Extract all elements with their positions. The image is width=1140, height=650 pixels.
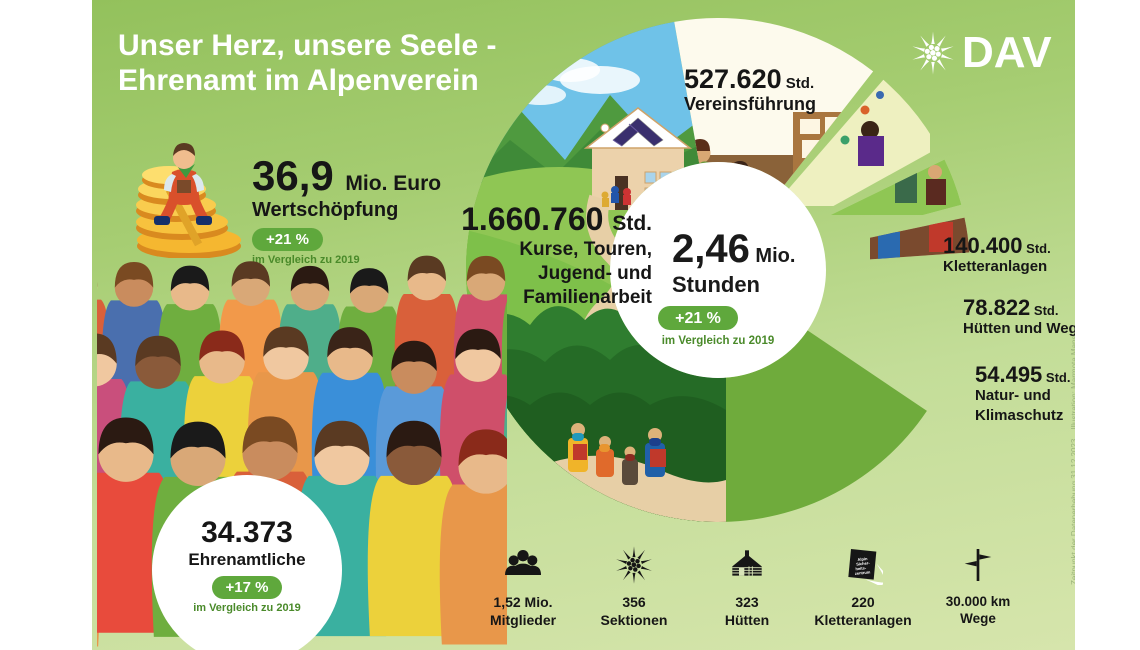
- svg-text:Hütten und Wege: Hütten und Wege: [963, 320, 1075, 337]
- svg-text:+21 %: +21 %: [675, 310, 721, 327]
- svg-text:im Vergleich zu 2019: im Vergleich zu 2019: [662, 335, 775, 347]
- svg-text:Stunden: Stunden: [672, 272, 760, 297]
- svg-text:140.400 Std.: 140.400 Std.: [943, 233, 1051, 258]
- svg-text:Kletteranlagen: Kletteranlagen: [943, 258, 1047, 275]
- svg-text:78.822 Std.: 78.822 Std.: [963, 295, 1058, 320]
- svg-text:527.620 Std.: 527.620 Std.: [684, 64, 814, 94]
- svg-text:2,46 Mio.: 2,46 Mio.: [672, 227, 795, 271]
- svg-text:Natur- und: Natur- und: [975, 387, 1051, 404]
- svg-text:Vereinsführung: Vereinsführung: [684, 94, 816, 114]
- svg-text:Klimaschutz: Klimaschutz: [975, 407, 1063, 424]
- svg-text:54.495 Std.: 54.495 Std.: [975, 362, 1070, 387]
